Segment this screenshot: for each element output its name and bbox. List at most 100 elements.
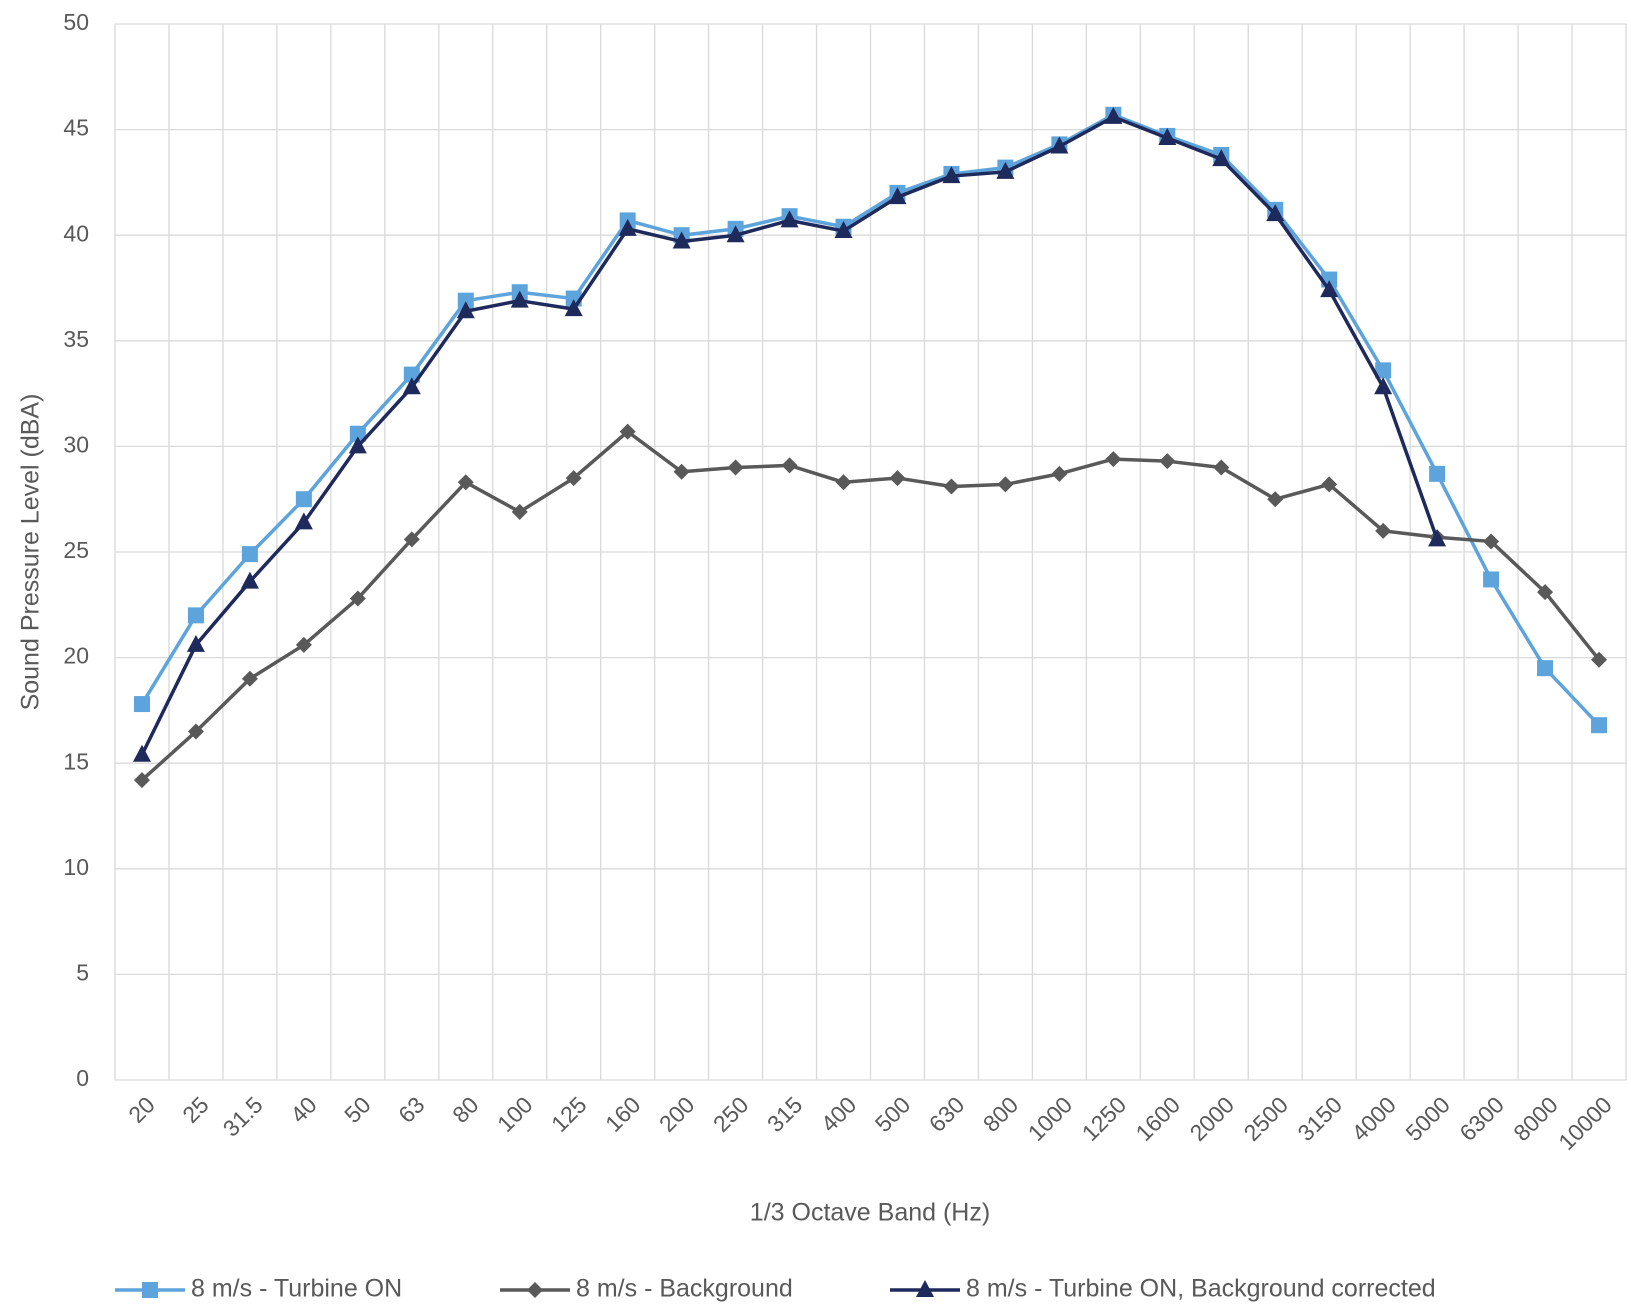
x-tick-label: 5000: [1400, 1091, 1455, 1146]
marker: [1375, 522, 1392, 539]
x-tick-label: 4000: [1346, 1091, 1401, 1146]
x-tick-label: 2000: [1185, 1091, 1240, 1146]
marker: [457, 474, 474, 491]
marker: [240, 571, 259, 589]
y-tick-label: 30: [63, 431, 89, 457]
marker: [888, 187, 907, 205]
x-tick-label: 250: [708, 1091, 754, 1137]
marker: [1105, 451, 1122, 468]
marker: [1375, 362, 1392, 379]
x-tick-label: 1250: [1077, 1091, 1132, 1146]
marker: [672, 231, 691, 249]
marker: [835, 474, 852, 491]
marker: [1051, 465, 1068, 482]
y-axis-title: Sound Pressure Level (dBA): [17, 394, 45, 711]
x-tick-label: 63: [393, 1091, 429, 1127]
marker: [403, 366, 420, 383]
y-tick-label: 45: [63, 115, 89, 141]
marker: [618, 218, 637, 236]
marker: [1429, 465, 1446, 482]
marker: [1213, 459, 1230, 476]
marker: [726, 225, 745, 243]
y-tick-label: 15: [63, 748, 89, 774]
marker: [1428, 529, 1447, 547]
y-tick-label: 0: [76, 1065, 89, 1091]
legend-label: 8 m/s - Turbine ON, Background corrected: [966, 1275, 1436, 1303]
marker: [142, 1282, 158, 1298]
marker: [403, 531, 420, 548]
marker: [996, 161, 1015, 179]
x-tick-label: 25: [177, 1091, 213, 1127]
x-tick-label: 40: [285, 1091, 321, 1127]
marker: [456, 301, 475, 319]
marker: [619, 423, 636, 440]
marker: [295, 636, 312, 653]
y-tick-label: 50: [63, 9, 89, 35]
marker: [294, 512, 313, 530]
x-tick-label: 125: [546, 1091, 592, 1137]
marker: [1537, 584, 1554, 601]
marker: [916, 1280, 934, 1297]
marker: [402, 377, 421, 395]
marker: [349, 590, 366, 607]
marker: [673, 463, 690, 480]
legend-label: 8 m/s - Background: [576, 1275, 793, 1303]
marker: [527, 1282, 543, 1298]
x-tick-label: 160: [600, 1091, 646, 1137]
y-tick-label: 40: [63, 220, 89, 246]
marker: [1050, 136, 1069, 154]
y-tick-label: 5: [76, 959, 89, 985]
marker: [295, 491, 312, 508]
marker: [943, 478, 960, 495]
marker: [780, 210, 799, 228]
y-tick-label: 35: [63, 326, 89, 352]
marker: [1320, 280, 1339, 298]
marker: [510, 290, 529, 308]
marker: [241, 670, 258, 687]
marker: [187, 723, 204, 740]
marker: [1591, 651, 1608, 668]
x-tick-label: 1600: [1131, 1091, 1186, 1146]
marker: [1266, 204, 1285, 222]
marker: [564, 299, 583, 317]
marker: [889, 470, 906, 487]
x-tick-label: 50: [339, 1091, 375, 1127]
x-tick-label: 10000: [1553, 1091, 1617, 1155]
marker: [1267, 491, 1284, 508]
series-line: [140, 429, 1601, 782]
marker: [348, 436, 367, 454]
marker: [1158, 128, 1177, 146]
x-tick-label: 100: [492, 1091, 538, 1137]
x-tick-label: 800: [978, 1091, 1024, 1137]
marker: [834, 220, 853, 238]
marker: [511, 503, 528, 520]
y-tick-label: 10: [63, 854, 89, 880]
marker: [565, 470, 582, 487]
marker: [1321, 476, 1338, 493]
x-tick-label: 6300: [1454, 1091, 1509, 1146]
marker: [727, 459, 744, 476]
marker: [132, 744, 151, 762]
x-tick-label: 2500: [1238, 1091, 1293, 1146]
y-tick-label: 20: [63, 643, 89, 669]
marker: [133, 772, 150, 789]
x-tick-label: 20: [123, 1091, 159, 1127]
x-tick-label: 630: [924, 1091, 970, 1137]
y-tick-label: 25: [63, 537, 89, 563]
marker: [1537, 660, 1554, 677]
x-tick-label: 80: [447, 1091, 483, 1127]
series-line: [140, 113, 1601, 727]
marker: [1159, 453, 1176, 470]
marker: [781, 457, 798, 474]
marker: [349, 425, 366, 442]
marker: [133, 696, 150, 713]
marker: [997, 476, 1014, 493]
marker: [1104, 106, 1123, 124]
marker: [187, 607, 204, 624]
marker: [1483, 571, 1500, 588]
marker: [186, 634, 205, 652]
x-tick-label: 200: [654, 1091, 700, 1137]
x-tick-label: 1000: [1023, 1091, 1078, 1146]
x-tick-label: 31.5: [218, 1091, 268, 1141]
